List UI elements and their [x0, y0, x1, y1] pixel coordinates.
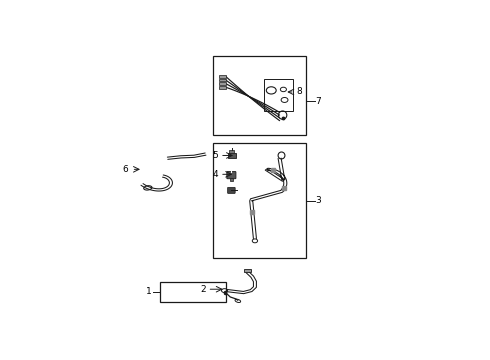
Text: 1: 1 — [146, 288, 151, 297]
Bar — [219, 82, 226, 85]
Bar — [219, 75, 226, 78]
Bar — [230, 178, 233, 181]
Bar — [265, 79, 293, 111]
Text: 7: 7 — [316, 97, 321, 106]
Bar — [229, 150, 234, 153]
Text: 2: 2 — [200, 285, 206, 294]
Bar — [213, 143, 306, 258]
FancyBboxPatch shape — [227, 172, 236, 179]
Bar — [227, 153, 236, 158]
Bar — [160, 282, 226, 302]
Bar — [219, 86, 226, 89]
Text: 6: 6 — [122, 165, 128, 174]
FancyBboxPatch shape — [227, 187, 235, 193]
Bar — [244, 269, 251, 272]
Text: 3: 3 — [316, 196, 321, 205]
Bar — [213, 56, 306, 135]
Bar — [219, 78, 226, 81]
Text: 5: 5 — [212, 151, 218, 160]
Text: 4: 4 — [213, 170, 218, 179]
Text: 8: 8 — [297, 87, 302, 96]
